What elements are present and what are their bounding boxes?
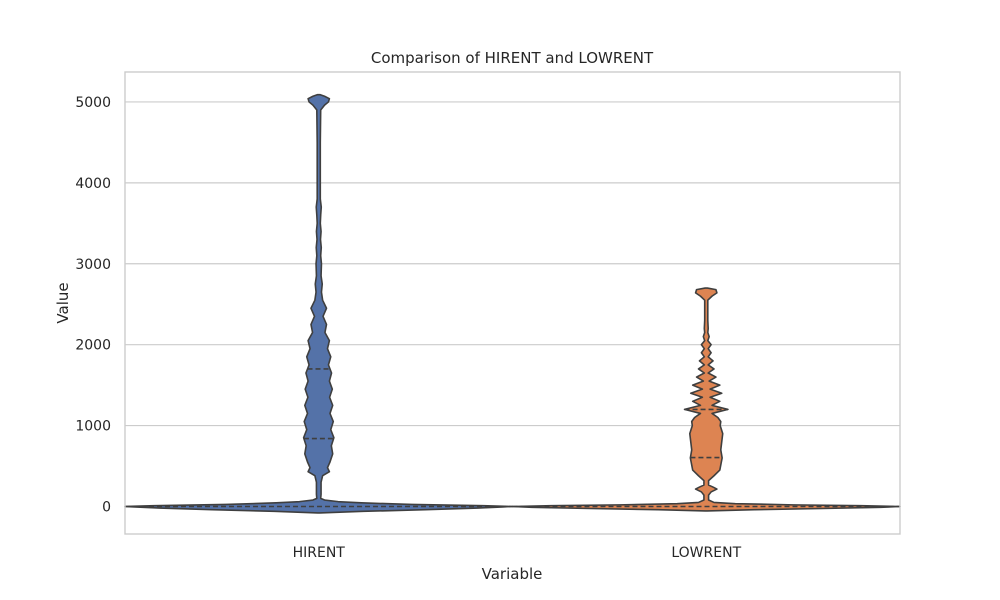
y-axis-ticks: 0 1000 2000 3000 4000 5000 xyxy=(75,95,111,516)
y-tick-label: 5000 xyxy=(75,95,111,111)
grid xyxy=(125,101,900,508)
violin-hirent xyxy=(124,93,514,514)
x-axis-label: Variable xyxy=(482,565,543,583)
y-axis-label: Value xyxy=(54,282,72,323)
y-tick-label: 0 xyxy=(102,499,111,515)
plot-frame xyxy=(124,71,901,535)
y-tick-label: 3000 xyxy=(75,257,111,273)
violin-lowrent xyxy=(511,287,901,512)
y-tick-label: 4000 xyxy=(75,176,111,192)
x-tick-label: LOWRENT xyxy=(671,545,741,561)
chart-title: Comparison of HIRENT and LOWRENT xyxy=(371,49,654,67)
x-axis-ticks: HIRENT LOWRENT xyxy=(293,545,742,561)
violins xyxy=(124,93,901,514)
x-tick-label: HIRENT xyxy=(293,545,346,561)
y-tick-label: 2000 xyxy=(75,338,111,354)
y-tick-label: 1000 xyxy=(75,419,111,435)
